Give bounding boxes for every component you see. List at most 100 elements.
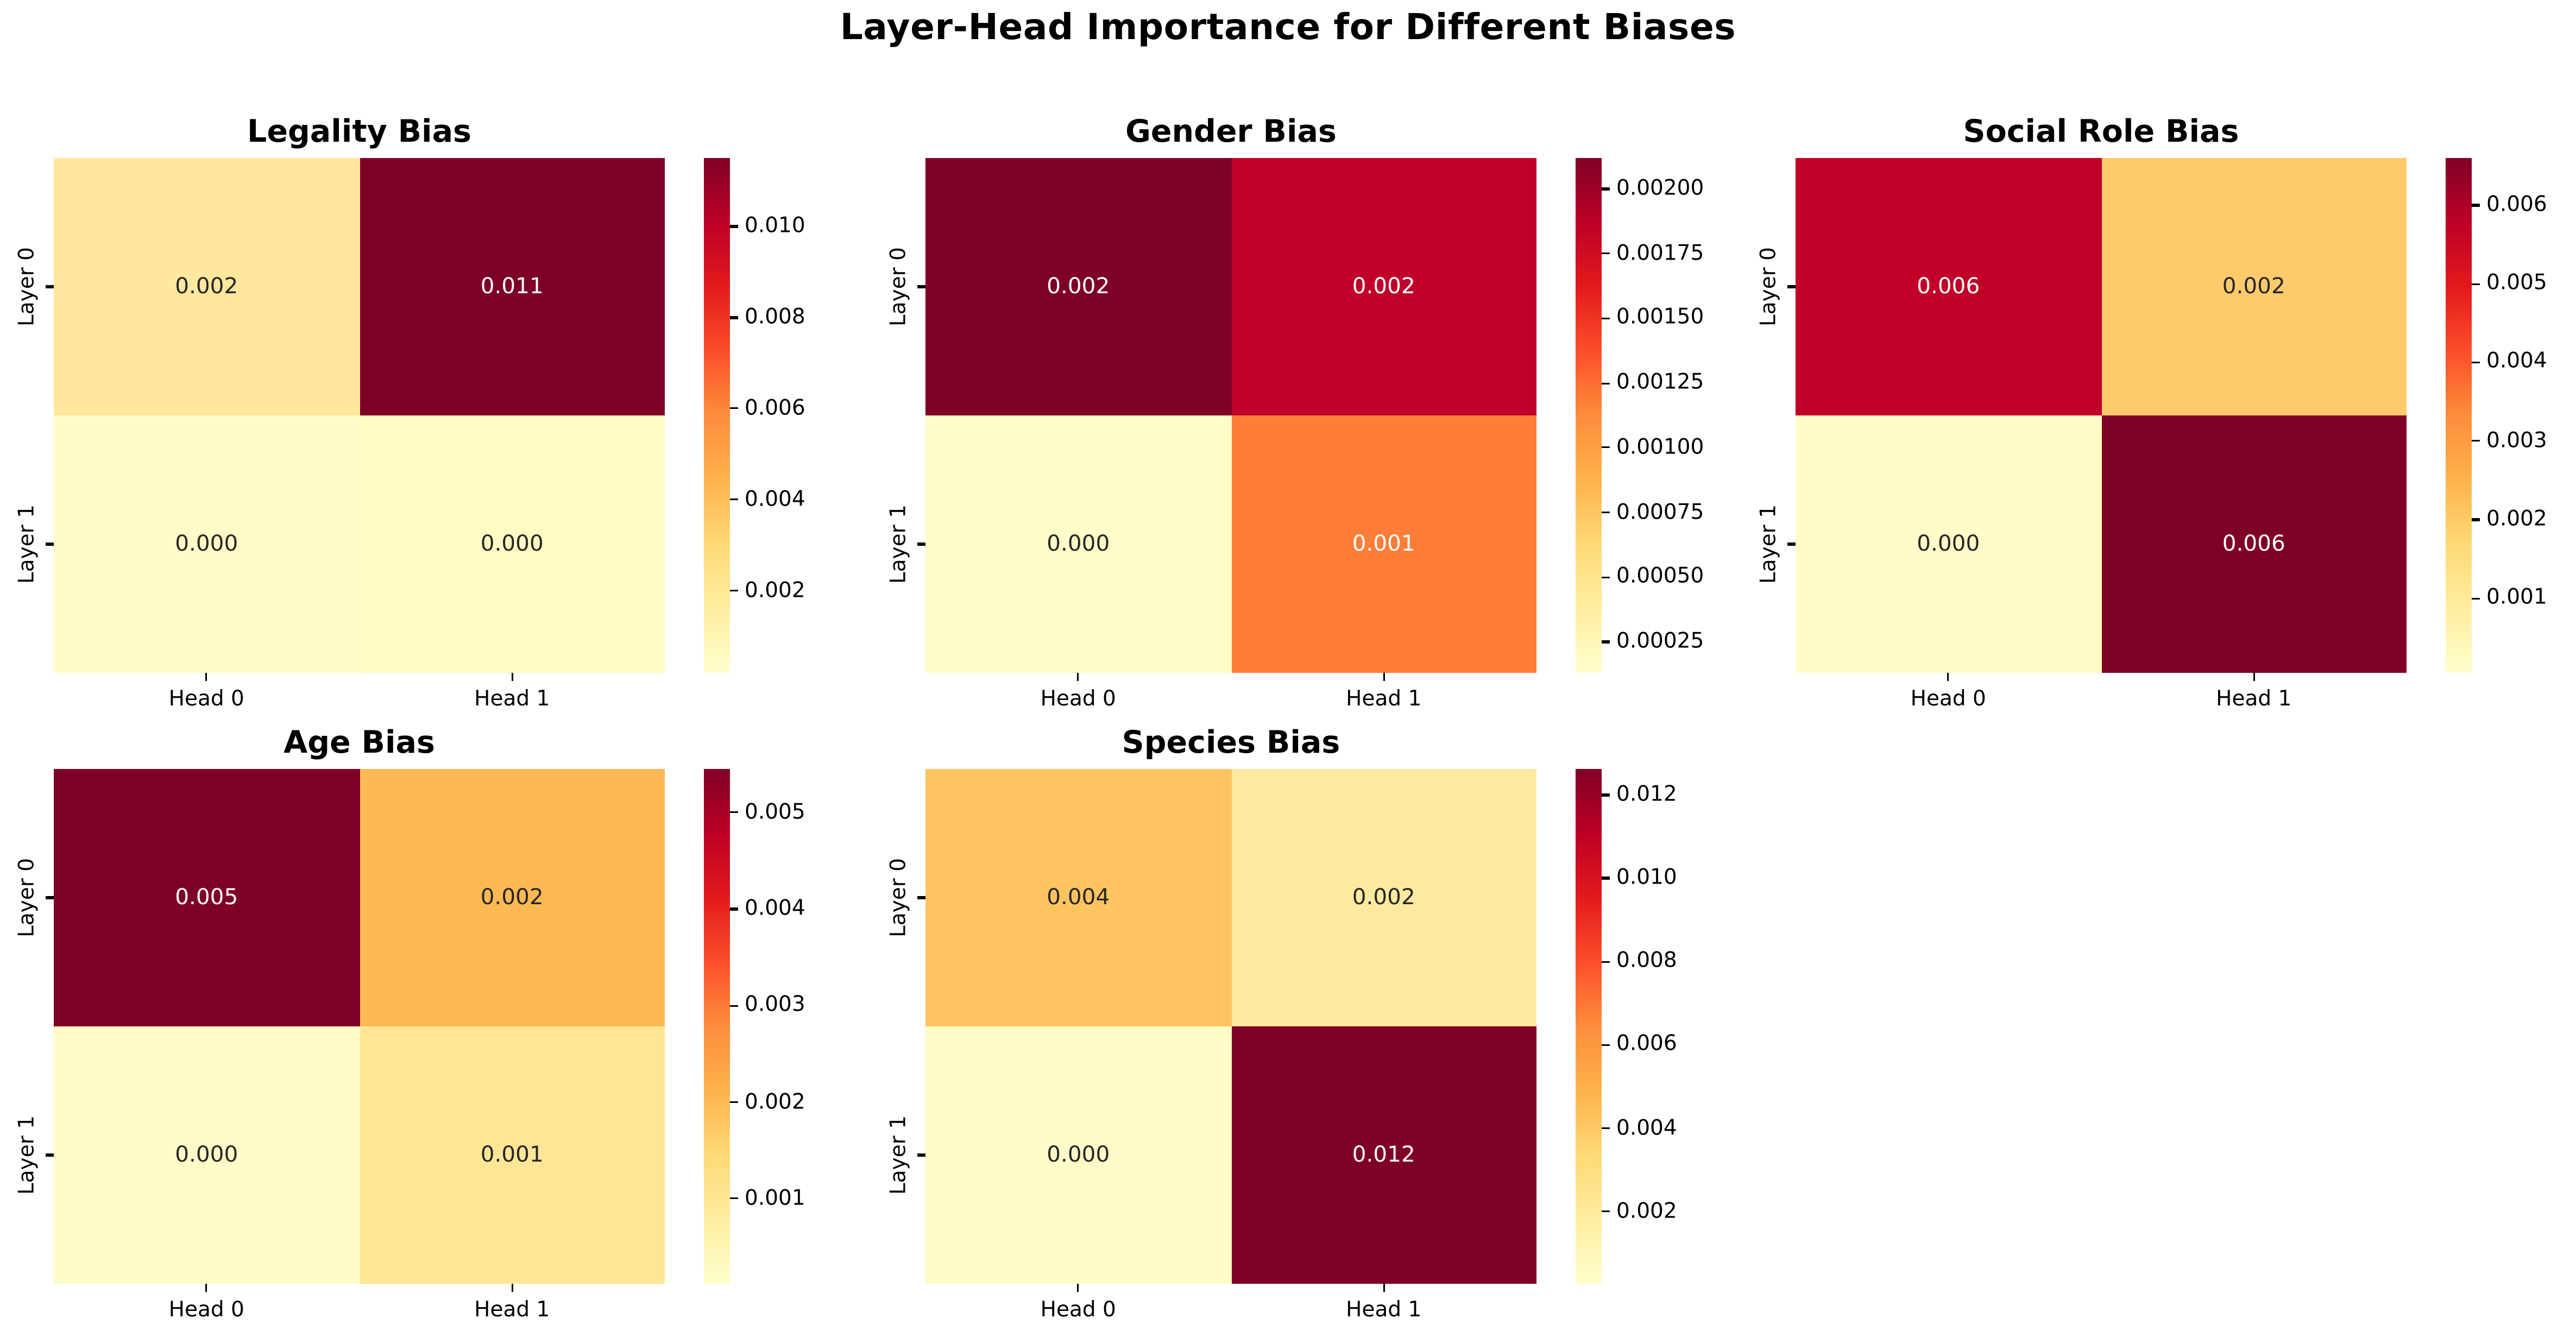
y-tick-mark — [46, 1154, 54, 1156]
x-tick-label-head1: Head 1 — [2216, 688, 2292, 712]
colorbar-tick-label: 0.001 — [745, 1186, 805, 1211]
y-tick-mark — [1787, 286, 1796, 288]
colorbar-tick-label: 0.005 — [745, 800, 805, 825]
cell-annotation: 0.002 — [480, 885, 544, 911]
heatmap-cell-layer0-head1: 0.002 — [359, 769, 665, 1026]
subplot-age-bias: Age Bias 0.005 0.002 0.000 0.001 Head 0 Head… — [16, 725, 805, 1323]
x-tick-label-head0: Head 0 — [1040, 688, 1116, 712]
heatmap-cell-layer0-head1: 0.002 — [1231, 769, 1536, 1026]
colorbar-tick-mark — [1602, 640, 1610, 643]
heatmap-cell-layer0-head1: 0.011 — [359, 158, 665, 415]
x-tick-mark — [511, 673, 513, 681]
heatmap-cell-layer0-head1: 0.002 — [2101, 158, 2407, 415]
x-tick-mark — [1947, 673, 1950, 681]
colorbar-tick-mark — [1602, 1127, 1610, 1130]
colorbar-tick-label: 0.006 — [745, 396, 805, 421]
x-tick-label-head0: Head 0 — [1910, 688, 1986, 712]
colorbar-tick-label: 0.00150 — [1616, 306, 1704, 331]
heatmap-cell-layer1-head1: 0.001 — [359, 1026, 665, 1284]
y-tick-label-layer0: Layer 0 — [887, 858, 912, 937]
colorbar-tick-mark — [2472, 440, 2480, 442]
x-tick-label-head0: Head 0 — [168, 688, 244, 712]
y-tick-mark — [46, 543, 54, 545]
colorbar-tick-label: 0.00175 — [1616, 241, 1704, 266]
heatmap-cell-layer0-head0: 0.002 — [925, 158, 1231, 415]
colorbar-tick-mark — [730, 907, 738, 910]
heatmap-social-role: 0.006 0.002 0.000 0.006 — [1796, 158, 2407, 673]
colorbar-tick-label: 0.008 — [1616, 949, 1677, 974]
heatmap-gender: 0.002 0.002 0.000 0.001 — [925, 158, 1536, 673]
colorbar-tick-label: 0.00125 — [1616, 370, 1704, 395]
subplot-title-species: Species Bias — [1122, 725, 1340, 761]
colorbar-tick-mark — [2472, 282, 2480, 285]
colorbar-tick-label: 0.004 — [745, 897, 805, 922]
y-tick-mark — [917, 543, 925, 545]
colorbar-tick-mark — [730, 499, 738, 501]
colorbar-tick-mark — [1602, 576, 1610, 578]
y-tick-label-layer1: Layer 1 — [1757, 504, 1782, 584]
y-tick-label-layer1: Layer 1 — [887, 1115, 912, 1195]
colorbar-tick-label: 0.010 — [1616, 866, 1677, 891]
colorbar-tick-mark — [1602, 793, 1610, 796]
colorbar-tick-label: 0.00100 — [1616, 436, 1704, 461]
cell-annotation: 0.000 — [480, 531, 544, 557]
colorbar-tick-mark — [730, 590, 738, 592]
cell-annotation: 0.000 — [175, 531, 238, 557]
colorbar: 0.002 0.004 0.006 0.008 0.010 0.012 — [1576, 769, 1677, 1284]
y-tick-label-layer0: Layer 0 — [1757, 247, 1782, 326]
subplot-species-bias: Species Bias 0.004 0.002 0.000 0.012 Head 0… — [887, 725, 1677, 1323]
x-tick-mark — [2252, 673, 2255, 681]
heatmap-cell-layer1-head1: 0.006 — [2101, 415, 2407, 673]
colorbar-tick-label: 0.005 — [2486, 272, 2547, 297]
y-tick-label-layer1: Layer 1 — [15, 504, 40, 584]
x-tick-label-head1: Head 1 — [474, 688, 550, 712]
cell-annotation: 0.002 — [1047, 274, 1110, 300]
y-tick-label-layer1: Layer 1 — [887, 504, 912, 584]
colorbar-tick-label: 0.003 — [2486, 428, 2547, 453]
colorbar-tick-mark — [1602, 446, 1610, 449]
y-tick-mark — [917, 286, 925, 288]
colorbar-tick-label: 0.008 — [745, 305, 805, 330]
x-tick-mark — [1382, 1284, 1385, 1292]
heatmap-cell-layer1-head0: 0.000 — [925, 415, 1231, 673]
y-tick-label-layer0: Layer 0 — [15, 858, 40, 937]
colorbar: 0.001 0.002 0.003 0.004 0.005 — [704, 769, 805, 1284]
colorbar-tick-label: 0.002 — [745, 1090, 805, 1115]
colorbar-tick-label: 0.006 — [2486, 193, 2547, 218]
colorbar-tick-label: 0.002 — [2486, 507, 2547, 532]
subplot-title-social-role: Social Role Bias — [1963, 114, 2239, 150]
colorbar-tick-mark — [730, 407, 738, 410]
colorbar-tick-label: 0.00200 — [1616, 176, 1704, 201]
subplot-legality-bias: Legality Bias 0.002 0.011 0.000 0.000 Head … — [16, 114, 805, 712]
colorbar-tick-mark — [2472, 597, 2480, 600]
heatmap-cell-layer1-head0: 0.000 — [925, 1026, 1231, 1284]
x-tick-label-head0: Head 0 — [1040, 1298, 1116, 1323]
x-tick-mark — [511, 1284, 513, 1292]
cell-annotation: 0.002 — [1352, 274, 1415, 300]
colorbar-tick-mark — [730, 225, 738, 228]
heatmap-cell-layer1-head1: 0.000 — [359, 415, 665, 673]
cell-annotation: 0.005 — [175, 885, 238, 911]
colorbar-tick-mark — [1602, 877, 1610, 880]
colorbar-tick-label: 0.003 — [745, 993, 805, 1018]
x-tick-mark — [1077, 673, 1080, 681]
heatmap-cell-layer1-head0: 0.000 — [54, 415, 360, 673]
cell-annotation: 0.000 — [1917, 531, 1980, 557]
colorbar-tick-label: 0.006 — [1616, 1032, 1677, 1057]
colorbar-tick-label: 0.001 — [2486, 585, 2547, 610]
x-tick-mark — [205, 673, 208, 681]
cell-annotation: 0.001 — [1352, 531, 1415, 557]
cell-annotation: 0.000 — [1047, 531, 1110, 557]
cell-annotation: 0.000 — [1047, 1142, 1110, 1168]
colorbar-tick-mark — [1602, 960, 1610, 963]
colorbar-tick-label: 0.00050 — [1616, 565, 1704, 590]
heatmap-cell-layer0-head0: 0.006 — [1796, 158, 2101, 415]
y-tick-label-layer0: Layer 0 — [887, 247, 912, 326]
heatmap-cell-layer1-head1: 0.012 — [1231, 1026, 1536, 1284]
colorbar-tick-mark — [1602, 1044, 1610, 1046]
heatmap-cell-layer0-head1: 0.002 — [1231, 158, 1536, 415]
colorbar-tick-label: 0.002 — [745, 578, 805, 603]
x-tick-label-head0: Head 0 — [168, 1298, 244, 1323]
y-tick-mark — [46, 897, 54, 899]
